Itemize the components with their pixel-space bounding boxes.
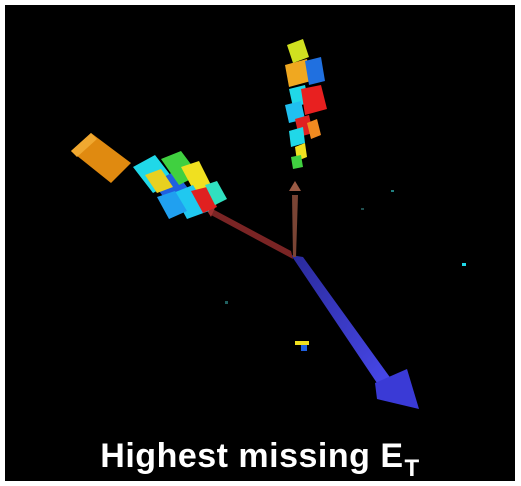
event-display-frame: Highest missing ET [5,5,515,481]
event-display-scene [71,39,466,409]
missing-et-arrow [291,255,419,409]
caption: Highest missing ET [5,437,515,481]
small-deposits [225,190,466,351]
caption-subscript: T [404,455,420,481]
jet-arrow-up [289,181,301,257]
jet-arrow-left [201,201,293,259]
caption-main: Highest missing E [100,437,404,475]
left-jet-cluster [71,133,227,219]
upper-jet-cluster [285,39,327,169]
